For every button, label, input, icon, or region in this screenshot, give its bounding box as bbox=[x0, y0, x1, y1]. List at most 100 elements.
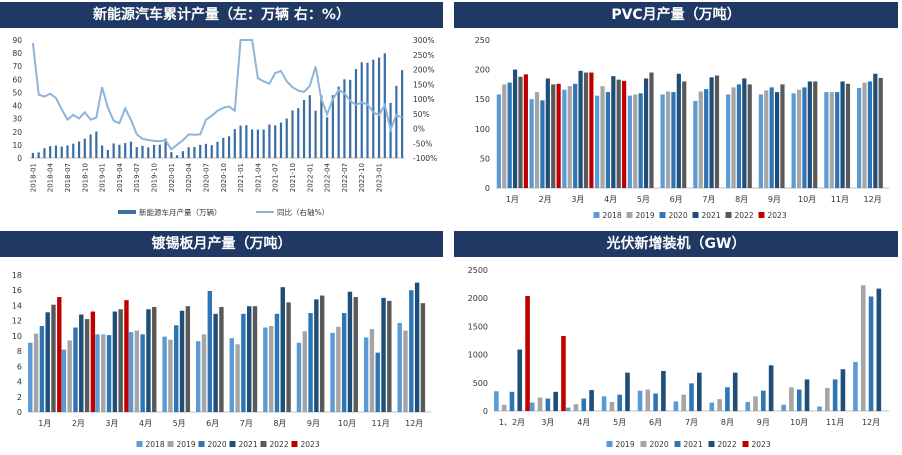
legend-label: 2021 bbox=[684, 440, 703, 449]
bar-2018 bbox=[330, 332, 335, 412]
x-tick-label: 2022-07 bbox=[341, 163, 349, 192]
x-tick-label: 2019-04 bbox=[116, 162, 124, 192]
ev-production-bar bbox=[135, 147, 138, 158]
pvc-chart-svg: 0 50 100 150 200 250 1月 2月 3月 4月 5月 6月 7月 8月 9月 10月 11月 1… bbox=[475, 36, 889, 220]
bar-2020 bbox=[39, 325, 45, 412]
bar-2023 bbox=[556, 83, 561, 188]
ev-production-bar bbox=[239, 125, 242, 158]
x-tick-label: 9月 bbox=[768, 195, 781, 204]
bar-2020 bbox=[717, 399, 722, 411]
bar-2018 bbox=[857, 87, 862, 188]
y-tick-label-right: 200% bbox=[413, 66, 434, 75]
y-tick-label-right: -50% bbox=[413, 139, 432, 148]
bar-2021 bbox=[796, 389, 802, 411]
y-tick-label: 0 bbox=[17, 408, 22, 417]
legend-swatch bbox=[291, 441, 298, 447]
bar-2022 bbox=[878, 77, 883, 188]
y-tick-label-left: 10 bbox=[12, 141, 22, 150]
ev-production-bar bbox=[54, 145, 58, 158]
bar-2020 bbox=[537, 397, 543, 411]
x-tick-label: 9月 bbox=[757, 418, 770, 427]
ev-production-bar bbox=[372, 59, 375, 158]
bar-2018 bbox=[363, 337, 369, 412]
x-tick-label: 3月 bbox=[571, 195, 584, 204]
legend-label: 2023 bbox=[301, 440, 320, 449]
bar-2018 bbox=[128, 332, 134, 412]
bar-2018 bbox=[229, 338, 234, 412]
bar-2022 bbox=[387, 300, 392, 412]
bar-2022 bbox=[152, 306, 157, 412]
bar-2020 bbox=[769, 87, 774, 188]
chart-title: PVC月产量（万吨） bbox=[454, 2, 898, 28]
bar-2019 bbox=[796, 89, 802, 188]
bar-2020 bbox=[501, 404, 507, 411]
ev-production-bar bbox=[60, 146, 63, 158]
chart-title: 镀锡板月产量（万吨） bbox=[0, 231, 443, 257]
bar-2020 bbox=[867, 81, 873, 188]
bar-2019 bbox=[673, 401, 679, 411]
x-tick-label: 4月 bbox=[577, 418, 590, 427]
bar-2022 bbox=[768, 365, 774, 411]
bar-2022 bbox=[804, 379, 810, 411]
legend-swatch bbox=[659, 212, 666, 218]
y-tick-label: 2 bbox=[17, 393, 22, 402]
y-tick-label: 250 bbox=[475, 36, 490, 45]
bar-2019 bbox=[168, 339, 173, 412]
x-tick-label: 4月 bbox=[604, 195, 617, 204]
bar-2021 bbox=[774, 92, 780, 188]
bar-2022 bbox=[876, 288, 882, 411]
bar-2020 bbox=[106, 335, 112, 412]
legend-label: 2018 bbox=[603, 211, 622, 220]
ev-production-bar bbox=[268, 124, 271, 158]
bar-2020 bbox=[207, 290, 213, 412]
legend-label: 2019 bbox=[616, 440, 635, 449]
bar-2018 bbox=[758, 94, 763, 188]
x-tick-label: 2022-04 bbox=[324, 162, 332, 192]
x-tick-label: 2018-07 bbox=[64, 163, 72, 192]
ev-production-bar bbox=[366, 62, 369, 158]
ev-production-bar bbox=[199, 144, 202, 158]
bar-2018 bbox=[791, 93, 796, 188]
bar-2022 bbox=[589, 390, 594, 411]
x-tick-label: 10月 bbox=[338, 419, 356, 428]
x-tick-label: 2020-10 bbox=[220, 163, 228, 192]
ev-production-bar bbox=[124, 143, 127, 158]
x-tick-label: 12月 bbox=[862, 418, 880, 427]
y-tick-label-left: 70 bbox=[12, 62, 22, 71]
bar-2020 bbox=[308, 313, 313, 412]
bar-2019 bbox=[134, 330, 140, 412]
x-tick-label: 8月 bbox=[721, 418, 734, 427]
bar-2022 bbox=[185, 306, 191, 412]
bar-2021 bbox=[617, 394, 622, 411]
bar-2018 bbox=[162, 336, 167, 412]
legend-label: 新能源车月产量（万辆） bbox=[139, 207, 222, 217]
ev-production-bar bbox=[343, 79, 346, 158]
y-tick-label: 150 bbox=[475, 95, 490, 104]
bar-2020 bbox=[825, 387, 830, 411]
bar-2021 bbox=[246, 306, 252, 412]
bar-2023 bbox=[525, 295, 530, 411]
legend-label: 2021 bbox=[239, 440, 258, 449]
bar-2018 bbox=[824, 92, 829, 188]
legend-swatch-bar bbox=[118, 210, 136, 214]
x-tick-label: 6月 bbox=[670, 195, 683, 204]
ev-production-bar bbox=[77, 141, 81, 158]
bar-2021 bbox=[545, 398, 551, 411]
ev-production-bar bbox=[326, 117, 329, 158]
ev-production-bar bbox=[279, 122, 283, 158]
bar-2021 bbox=[347, 291, 353, 412]
y-tick-label: 10 bbox=[12, 332, 22, 341]
bar-2019 bbox=[731, 87, 736, 188]
ev-production-bar bbox=[331, 95, 334, 158]
bar-2019 bbox=[201, 334, 207, 412]
legend-swatch bbox=[593, 212, 600, 218]
bar-2022 bbox=[747, 84, 752, 188]
bar-2019 bbox=[637, 390, 643, 411]
solar-installation-chart: 光伏新增装机（GW） 0 500 1000 1500 2000 2500 1、2月 3月 4月 5… bbox=[454, 231, 898, 453]
ev-production-bar bbox=[222, 137, 225, 158]
x-tick-label: 3月 bbox=[541, 418, 554, 427]
bar-2020 bbox=[140, 334, 145, 412]
ev-production-bar bbox=[31, 152, 34, 158]
tinplate-production-chart: 镀锡板月产量（万吨） 0 2 4 6 8 10 12 14 16 18 1月 2月 3月 4月 5月 6月 7月… bbox=[0, 231, 443, 453]
bar-2022 bbox=[118, 309, 123, 412]
